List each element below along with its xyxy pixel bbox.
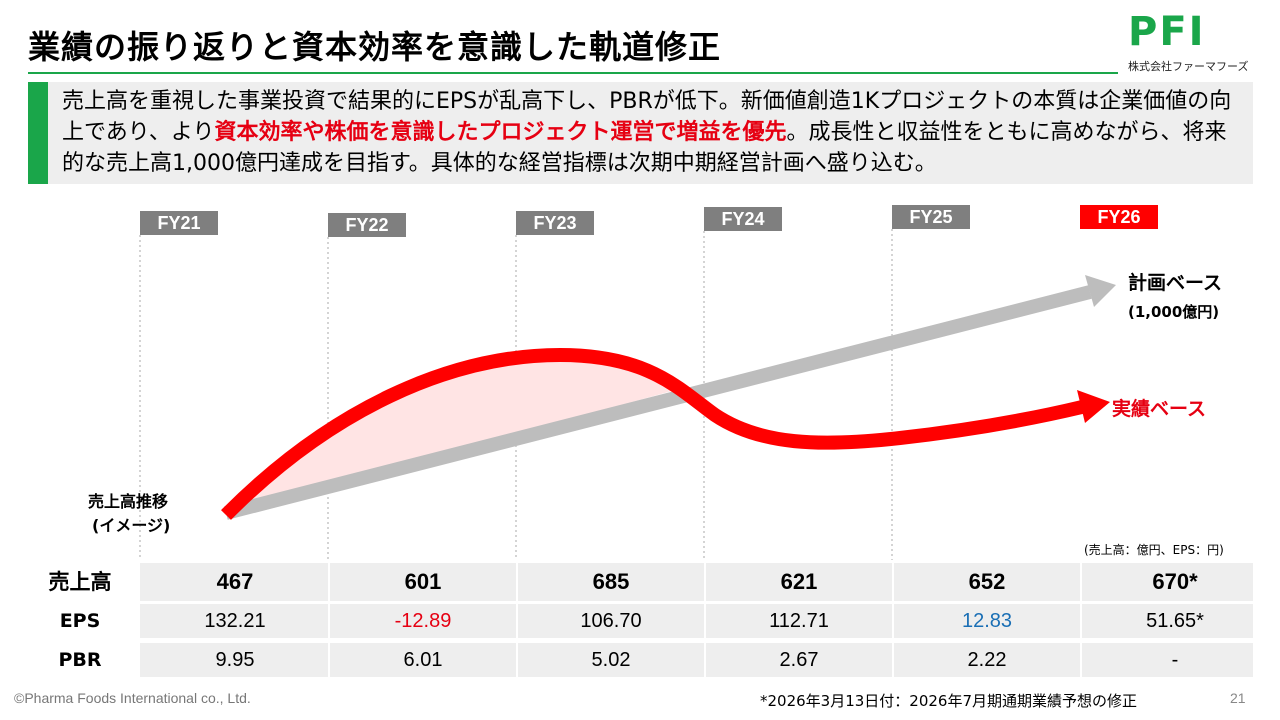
- fy-tab-bg: [704, 207, 782, 231]
- logo-subtitle: 株式会社ファーマフーズ: [1128, 60, 1249, 73]
- summary-text-pre: 売上高を重視した事業投資で結果的にEPSが乱高下し、PBRが低下。新価値創造1K…: [62, 89, 1232, 145]
- plan-arrowhead: [1085, 275, 1116, 307]
- table-col-separator: [1080, 563, 1082, 601]
- fy-gridlines: [139, 229, 893, 560]
- plan-sub-label: (1,000億円): [1128, 303, 1219, 321]
- table-row: EPS 132.21 -12.89 106.70 112.71 12.83 51.65*: [48, 604, 1253, 638]
- actual-arrowhead: [1077, 390, 1110, 423]
- table-row-label: PBR: [58, 649, 102, 671]
- table-col-separator: [1080, 604, 1082, 638]
- table-col-separator: [328, 563, 330, 601]
- fy-tab-bg: [140, 211, 218, 235]
- table-cell: 6.01: [403, 649, 443, 671]
- table-col-separator: [892, 643, 894, 677]
- table-cell: 5.02: [591, 649, 631, 671]
- y-axis-label-line1: 売上高推移: [88, 492, 168, 511]
- table-row: 売上高 467 601 685 621 652 670*: [48, 563, 1253, 601]
- table-col-separator: [328, 604, 330, 638]
- table-col-separator: [892, 563, 894, 601]
- table-cell: 652: [968, 569, 1006, 594]
- summary-text: 売上高を重視した事業投資で結果的にEPSが乱高下し、PBRが低下。新価値創造1K…: [62, 86, 1242, 179]
- summary-highlight: 資本効率や株価を意識したプロジェクト運営で増益を優先: [214, 120, 787, 145]
- table-cell: 621: [780, 569, 818, 594]
- table-col-separator: [328, 643, 330, 677]
- table-row-bg: [140, 563, 1253, 601]
- table-col-separator: [704, 643, 706, 677]
- table-cell: 685: [592, 569, 630, 594]
- table-col-separator: [516, 604, 518, 638]
- fy-tab-bg: [1080, 205, 1158, 229]
- table-cell: -12.89: [394, 610, 452, 632]
- table-cell: 467: [216, 569, 254, 594]
- table-cell: 112.71: [769, 610, 829, 632]
- fy-tab-label: FY21: [157, 213, 200, 233]
- title-divider: [28, 72, 1118, 74]
- table-row-bg: [140, 643, 1253, 677]
- table-col-separator: [516, 643, 518, 677]
- fy-tab-label: FY23: [533, 213, 576, 233]
- plan-trend-arrow: [224, 285, 1092, 520]
- fy-tabs: FY21 FY22 FY23 FY24 FY25 FY26: [140, 205, 1158, 237]
- fy-tab-fy22: FY22: [328, 213, 406, 237]
- fy-tab-fy24: FY24: [704, 207, 782, 231]
- table-col-separator: [516, 563, 518, 601]
- fy-tab-label: FY22: [345, 215, 388, 235]
- table-cell: 12.83: [961, 610, 1013, 632]
- gap-area: [226, 355, 672, 515]
- summary-accent-bar: [28, 82, 48, 184]
- copyright: ©Pharma Foods International co., Ltd.: [14, 690, 251, 706]
- fy-tab-label: FY26: [1097, 207, 1140, 227]
- actual-label: 実績ベース: [1112, 397, 1206, 420]
- table-row: PBR 9.95 6.01 5.02 2.67 2.22 -: [48, 643, 1253, 677]
- fy-tab-fy25: FY25: [892, 205, 970, 229]
- table-row-label: 売上高: [48, 570, 112, 594]
- actual-line-group: [221, 347, 1110, 520]
- logo-mark: PFI: [1128, 9, 1206, 55]
- fy-tab-bg: [328, 213, 406, 237]
- fy-tab-label: FY24: [721, 209, 764, 229]
- fy-tab-fy23: FY23: [516, 211, 594, 235]
- table-cell: 51.65*: [1146, 610, 1204, 632]
- company-logo: PFI 株式会社ファーマフーズ: [1128, 10, 1260, 76]
- fy-tab-bg: [892, 205, 970, 229]
- table-cell: 132.21: [204, 610, 266, 632]
- table-col-separator: [892, 604, 894, 638]
- table-cell: 2.67: [779, 649, 819, 671]
- table-cell: 106.70: [580, 610, 642, 632]
- table-col-separator: [1080, 643, 1082, 677]
- table-cell: -: [1171, 649, 1179, 671]
- table-cell: 601: [404, 569, 442, 594]
- table-col-separator: [704, 604, 706, 638]
- unit-note: (売上高：億円、EPS：円): [1084, 543, 1224, 557]
- table-cell: 670*: [1152, 569, 1198, 594]
- fy-tab-bg: [516, 211, 594, 235]
- fy-tab-fy26: FY26: [1080, 205, 1158, 229]
- fy-tab-label: FY25: [909, 207, 952, 227]
- sales-trend-chart: FY21 FY22 FY23 FY24 FY25 FY26 売上高推移 (イメージ) 計画…: [88, 205, 1222, 560]
- page-number: 21: [1230, 690, 1246, 706]
- plan-label: 計画ベース: [1128, 271, 1222, 294]
- table-cell: 2.22: [967, 649, 1007, 671]
- table-row-label: EPS: [59, 610, 101, 632]
- summary-text-post: 。成長性と収益性をともに高めながら、将来的な売上高1,000億円達成を目指す。具…: [62, 120, 1227, 176]
- table-row-bg: [140, 604, 1253, 638]
- plan-line-group: [224, 275, 1116, 520]
- table-cell: 9.95: [215, 649, 255, 671]
- forecast-note: *2026年3月13日付：2026年7月期通期業績予想の修正: [760, 692, 1138, 710]
- fy-tab-fy21: FY21: [140, 211, 218, 235]
- summary-box: 売上高を重視した事業投資で結果的にEPSが乱高下し、PBRが低下。新価値創造1K…: [28, 82, 1253, 184]
- table-col-separator: [704, 563, 706, 601]
- y-axis-label-line2: (イメージ): [92, 516, 170, 535]
- page-title: 業績の振り返りと資本効率を意識した軌道修正: [28, 28, 722, 66]
- actual-trend-curve: [221, 347, 1084, 520]
